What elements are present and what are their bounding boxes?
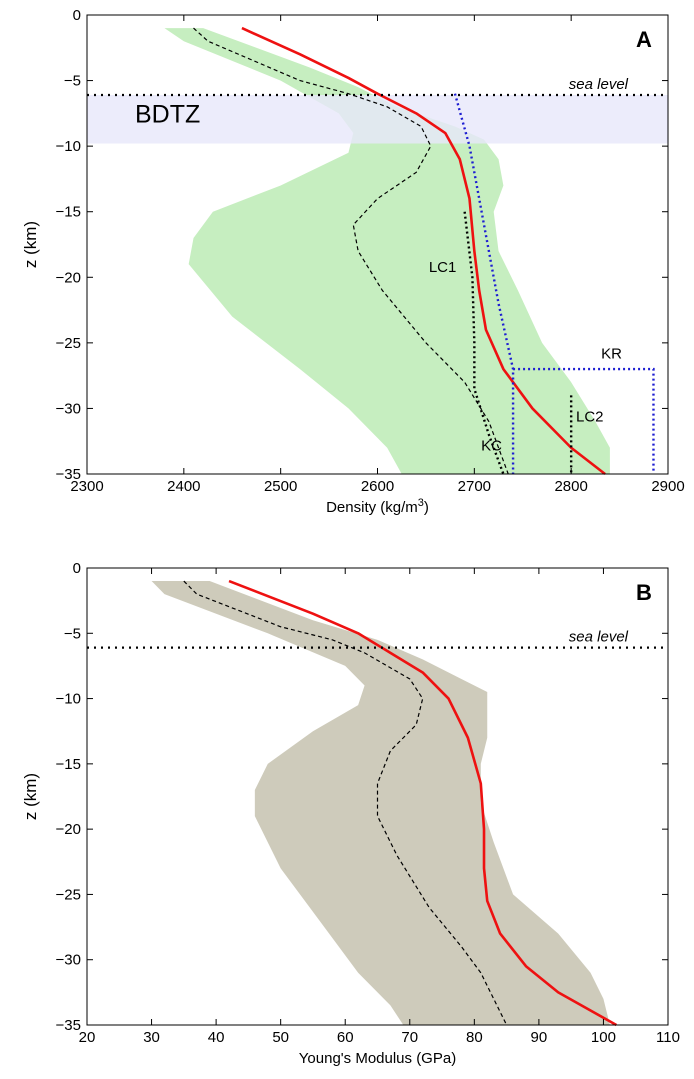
x-tick-label: 2600 (361, 478, 394, 495)
panel-a-lc1-label: LC1 (429, 259, 457, 276)
uncertainty-band (151, 581, 610, 1025)
x-tick-label: 2900 (651, 478, 684, 495)
x-tick-label: 110 (656, 1029, 680, 1046)
x-tick-label: 90 (531, 1029, 548, 1046)
black-dotted-profile-4 (463, 211, 505, 475)
panel-b-sea-level-label: sea level (569, 629, 629, 646)
y-tick-label: 0 (73, 560, 81, 577)
mean-profile-dashed-line (193, 27, 509, 475)
y-tick-label: −15 (56, 204, 81, 221)
panel-a-kc-label: KC (481, 437, 502, 454)
y-tick-label: −20 (56, 821, 81, 838)
panel-b-y-axis-label: z (km) (21, 773, 40, 820)
panel-b-youngs-modulus-chart: 20 30 40 50 60 70 80 90 100 110 0 −5 −10 −15 −20 −25 −30… (21, 560, 680, 1067)
x-tick-label: 2700 (458, 478, 491, 495)
y-tick-label: −35 (56, 1017, 81, 1034)
panel-a-bdtz-layer (87, 94, 668, 144)
x-tick-label: 50 (272, 1029, 289, 1046)
panel-a-sea-level-label: sea level (569, 76, 629, 93)
y-tick-label: −10 (56, 691, 81, 708)
x-tick-label: 70 (401, 1029, 418, 1046)
y-tick-label: −30 (56, 952, 81, 969)
panel-b-x-axis-label: Young's Modulus (GPa) (299, 1050, 456, 1067)
panel-a-letter: A (636, 27, 652, 52)
x-tick-label: 2800 (554, 478, 587, 495)
x-tick-label: 80 (466, 1029, 483, 1046)
panel-a-x-axis-label: Density (kg/m3) (326, 497, 429, 516)
reference-profile-line (228, 579, 617, 1027)
panel-b-axes-layer: 20 30 40 50 60 70 80 90 100 110 0 −5 −10 −15 −20 −25 −30… (56, 560, 680, 1046)
bdtz-band (87, 94, 668, 144)
panel-a-kr-label: KR (601, 346, 622, 363)
x-tick-label: 2300 (70, 478, 103, 495)
x-tick-label: 2400 (167, 478, 200, 495)
x-tick-label: 60 (337, 1029, 354, 1046)
x-tick-label: 100 (591, 1029, 616, 1046)
panel-a-uncertainty-band-layer (164, 28, 610, 474)
panel-a-density-chart: 2300 2400 2500 2600 2700 2800 2900 0 −5 −10 −15 −20… (21, 7, 685, 516)
y-tick-label: −5 (64, 73, 81, 90)
reference-profile-line (241, 26, 606, 476)
x-tick-label: 40 (208, 1029, 225, 1046)
x-tick-label: 30 (143, 1029, 160, 1046)
y-tick-label: −25 (56, 886, 81, 903)
panel-b-uncertainty-band-layer (151, 581, 610, 1025)
plot-frame (86, 567, 669, 1026)
panel-a-series-layer (193, 26, 655, 476)
y-tick-label: −15 (56, 756, 81, 773)
y-tick-label: 0 (73, 7, 81, 24)
panel-a-axes-layer: 2300 2400 2500 2600 2700 2800 2900 0 −5 −10 −15 −20… (56, 7, 685, 495)
mean-profile-dashed-line (183, 580, 508, 1026)
y-tick-label: −35 (56, 466, 81, 483)
panel-a-bdtz-label: BDTZ (135, 101, 200, 129)
y-tick-label: −10 (56, 138, 81, 155)
y-tick-label: −5 (64, 625, 81, 642)
y-tick-label: −25 (56, 335, 81, 352)
panel-a-lc2-label: LC2 (576, 409, 604, 426)
panel-b-letter: B (636, 580, 652, 605)
panel-a-y-axis-label: z (km) (21, 221, 40, 268)
x-tick-label: 2500 (264, 478, 297, 495)
x-tick-label: 20 (79, 1029, 96, 1046)
y-tick-label: −30 (56, 400, 81, 417)
blue-dotted-profile-3 (513, 367, 655, 474)
y-tick-label: −20 (56, 269, 81, 286)
uncertainty-band (164, 28, 610, 474)
panel-b-series-layer (183, 579, 617, 1027)
